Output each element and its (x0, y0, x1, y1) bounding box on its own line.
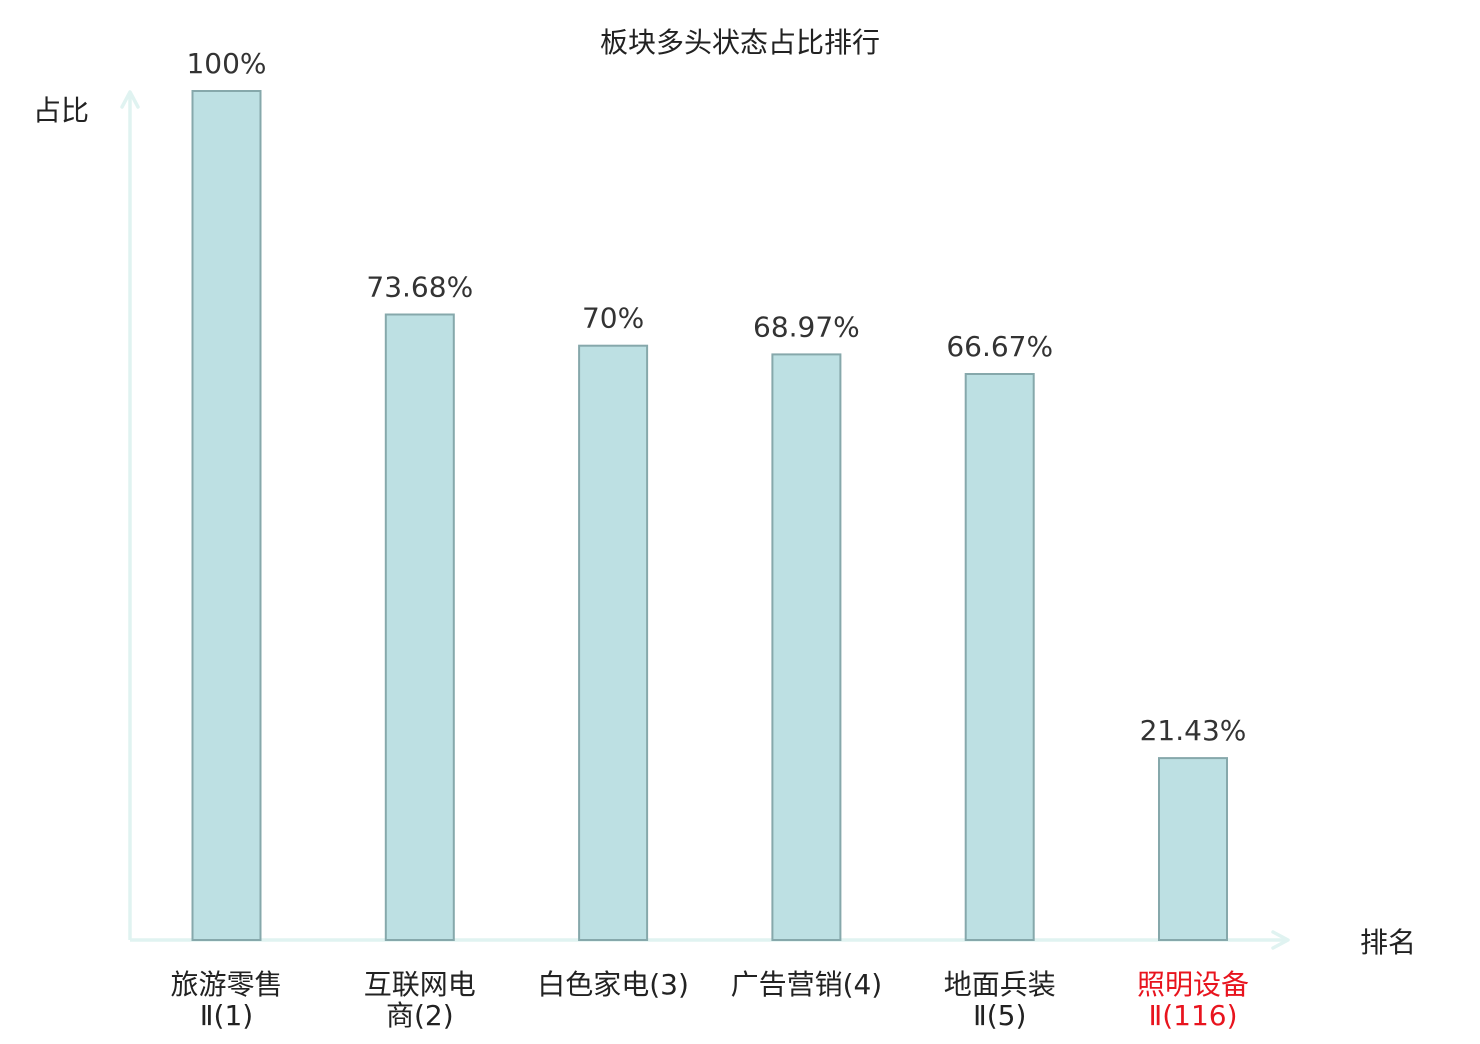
category-label-5-line-2: Ⅱ(5) (973, 999, 1026, 1032)
category-label-4-line-1: 广告营销(4) (731, 968, 883, 1001)
bar-value-label-2: 73.68% (366, 271, 473, 304)
bar-value-label-4: 68.97% (753, 310, 860, 343)
bar-value-label-5: 66.67% (946, 330, 1053, 363)
bar-6 (1158, 757, 1228, 941)
y-axis-label: 占比 (33, 94, 89, 127)
category-label-5-line-1: 地面兵装 (944, 968, 1056, 1001)
bar-value-label-1: 100% (186, 47, 266, 80)
category-label-6-line-2: Ⅱ(116) (1148, 999, 1237, 1032)
value-labels-group: 100% 73.68% 70% 68.97% 66.67% 21.43% (186, 47, 1246, 747)
bar-value-label-3: 70% (582, 302, 644, 335)
category-label-2-line-1: 互联网电 (364, 968, 476, 1001)
bar-2 (384, 313, 455, 941)
category-label-6-line-1: 照明设备 (1137, 968, 1249, 1001)
x-axis-label: 排名 (1360, 926, 1416, 959)
category-label-1-line-2: Ⅱ(1) (200, 999, 253, 1032)
category-label-2-line-2: 商(2) (386, 999, 454, 1032)
bar-1 (191, 90, 262, 941)
category-label-1-line-1: 旅游零售 (170, 968, 282, 1001)
bar-3 (578, 344, 649, 941)
bar-4 (771, 353, 842, 941)
bar-5 (964, 373, 1035, 941)
category-label-3-line-1: 白色家电(3) (537, 968, 689, 1001)
bar-value-label-6: 21.43% (1140, 714, 1247, 747)
chart-title: 板块多头状态占比排行 (600, 26, 880, 59)
bars-group (191, 90, 1228, 941)
